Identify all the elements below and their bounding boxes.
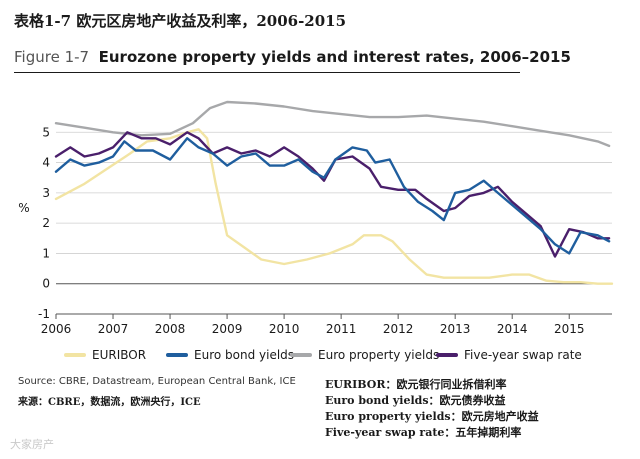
watermark: 大家房产: [10, 438, 54, 451]
x-tick-label: 2007: [98, 322, 129, 336]
y-tick-label: -1: [38, 307, 50, 321]
legend-item-euribor: EURIBOR: [64, 348, 146, 362]
glossary: EURIBOR：欧元银行同业拆借利率 Euro bond yields：欧元债券…: [325, 377, 539, 441]
legend-item-euro-property: Euro property yields: [290, 348, 439, 362]
x-tick-label: 2015: [554, 322, 585, 336]
glossary-line: EURIBOR：欧元银行同业拆借利率: [325, 378, 507, 391]
y-tick-label: 1: [42, 246, 50, 260]
glossary-line: Five-year swap rate：五年掉期利率: [325, 426, 522, 439]
tick-layer: -1 0 1 2 3 4 5 2006 2007 2008 2009 2010 2011 2012 2013…: [38, 125, 584, 336]
source-note: Source: CBRE, Datastream, European Centr…: [18, 376, 296, 387]
legend-label-euribor: EURIBOR: [92, 348, 147, 362]
chart-legend: EURIBOR Euro bond yields Euro property y…: [64, 348, 624, 364]
x-tick-label: 2008: [155, 322, 186, 336]
legend-label-swap-rate: Five-year swap rate: [464, 348, 582, 362]
series-layer: [54, 100, 614, 285]
legend-item-euro-bond: Euro bond yields: [166, 348, 294, 362]
x-tick-label: 2011: [326, 322, 357, 336]
x-tick-label: 2013: [440, 322, 471, 336]
x-tick-label: 2006: [41, 322, 72, 336]
figure-title: Figure 1-7 Eurozone property yields and …: [14, 48, 571, 66]
legend-item-swap-rate: Five-year swap rate: [436, 348, 582, 362]
series-line-euro-property-yields: [54, 100, 611, 148]
y-tick-label: 4: [42, 156, 50, 170]
source-note-cn: 来源：CBRE，数据流，欧洲央行，ICE: [18, 397, 201, 408]
legend-label-euro-bond: Euro bond yields: [194, 348, 295, 362]
x-tick-label: 2009: [212, 322, 243, 336]
figure-label: Figure 1-7: [14, 48, 90, 66]
legend-swatch-euribor: [64, 353, 86, 357]
x-tick-label: 2012: [383, 322, 414, 336]
x-tick-label: 2010: [269, 322, 300, 336]
x-tick-label: 2014: [497, 322, 528, 336]
y-axis-label: %: [18, 201, 29, 215]
series-line-euro-bond-yields: [54, 137, 611, 255]
legend-swatch-euro-bond: [166, 353, 188, 357]
line-chart: -1 0 1 2 3 4 5 2006 2007 2008 2009 2010 2011 2012 2013…: [18, 100, 614, 336]
y-tick-label: 3: [42, 186, 50, 200]
series-line-euribor: [54, 128, 614, 285]
legend-swatch-euro-property: [290, 353, 312, 357]
legend-swatch-swap-rate: [436, 353, 458, 357]
chinese-table-title: 表格1-7 欧元区房地产收益及利率，2006-2015: [14, 12, 347, 30]
y-tick-label: 5: [42, 125, 50, 139]
y-tick-label: 0: [42, 277, 50, 291]
title-divider: [14, 72, 520, 73]
y-tick-label: 2: [42, 216, 50, 230]
figure-title-text: Eurozone property yields and interest ra…: [98, 48, 571, 66]
glossary-line: Euro bond yields：欧元债券收益: [325, 394, 506, 407]
legend-label-euro-property: Euro property yields: [318, 348, 440, 362]
glossary-line: Euro property yields：欧元房地产收益: [325, 410, 539, 423]
